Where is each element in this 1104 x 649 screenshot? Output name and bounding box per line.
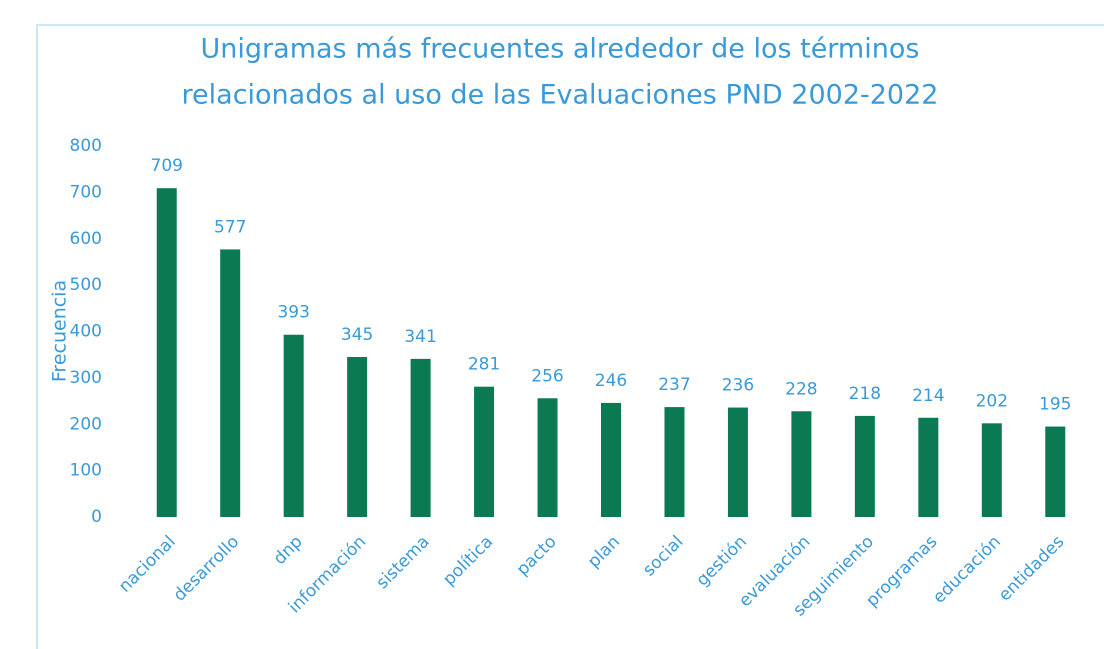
chart-title: Unigramas más frecuentes alrededor de lo… (201, 34, 920, 65)
y-tick-label: 800 (70, 136, 102, 156)
data-label: 256 (531, 366, 563, 386)
bar (791, 411, 812, 517)
data-label: 236 (722, 376, 754, 396)
bar (347, 357, 368, 517)
data-label: 228 (785, 379, 817, 399)
y-tick-label: 200 (70, 414, 102, 434)
bar (537, 398, 558, 517)
y-tick-label: 0 (91, 507, 102, 527)
data-label: 218 (849, 384, 881, 404)
data-label: 345 (341, 325, 373, 345)
bar (601, 402, 621, 517)
data-label: 214 (912, 386, 944, 406)
data-label: 577 (214, 217, 246, 237)
y-axis-label: Frecuencia (49, 280, 71, 382)
bar (410, 358, 431, 517)
data-label: 202 (976, 391, 1008, 411)
bar (664, 407, 685, 517)
y-tick-label: 300 (70, 368, 102, 388)
bar (727, 407, 748, 517)
chart-frame (36, 24, 1104, 649)
bar (854, 415, 875, 517)
bar (918, 417, 939, 517)
bar (283, 334, 304, 517)
y-tick-label: 500 (70, 275, 102, 295)
y-tick-label: 100 (70, 461, 102, 481)
data-label: 393 (277, 303, 309, 323)
data-label: 195 (1039, 395, 1071, 415)
bar (156, 188, 177, 518)
chart-title: relacionados al uso de las Evaluaciones … (182, 80, 939, 111)
data-label: 237 (658, 375, 690, 395)
data-label: 281 (468, 355, 500, 375)
y-tick-label: 700 (70, 182, 102, 202)
bar (1045, 426, 1066, 517)
bar (474, 386, 495, 517)
y-tick-label: 400 (70, 322, 102, 342)
bar (220, 249, 241, 517)
data-label: 709 (151, 156, 183, 176)
y-tick-label: 600 (70, 229, 102, 249)
data-label: 341 (404, 327, 436, 347)
data-label: 246 (595, 371, 627, 391)
bar (981, 423, 1002, 517)
